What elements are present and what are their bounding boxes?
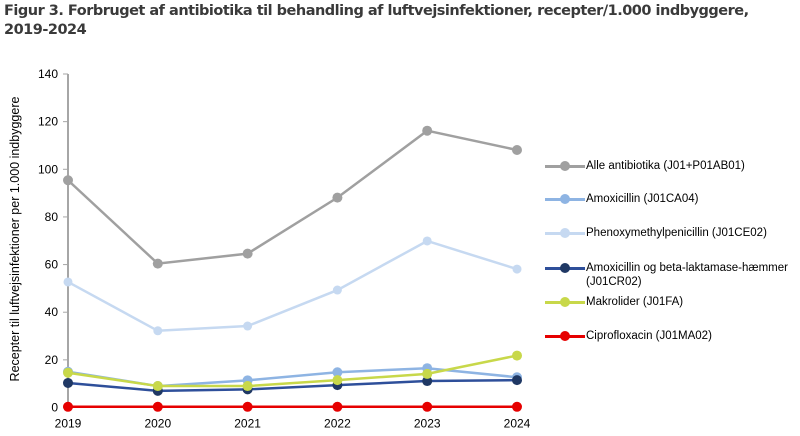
series-line [67, 378, 518, 393]
legend-marker-icon [545, 295, 585, 309]
y-tick-label: 20 [45, 353, 59, 367]
series-lines [63, 125, 522, 412]
data-point-marker [422, 376, 433, 387]
legend-label: Makrolider (J01FA) [586, 296, 684, 308]
x-tick-label: 2024 [504, 417, 531, 431]
data-point-marker [512, 375, 522, 386]
data-point-marker [63, 277, 73, 287]
y-tick-label: 120 [38, 115, 58, 129]
data-point-marker [422, 125, 433, 136]
data-point-marker [152, 381, 163, 392]
y-tick-label: 60 [45, 258, 59, 272]
x-tick-label: 2023 [414, 417, 441, 431]
legend-label: Amoxicillin og beta-laktamase-hæmmer (J0… [586, 262, 788, 288]
data-point-marker [422, 236, 432, 246]
x-tick-label: 2019 [55, 417, 82, 431]
legend-item: Makrolider (J01FA) [545, 295, 795, 309]
series-4 [63, 350, 522, 392]
legend-label: Ciprofloxacin (J01MA02) [586, 330, 712, 342]
legend-marker-icon [545, 329, 585, 343]
legend-label: Phenoxymethylpenicillin (J01CE02) [586, 227, 767, 239]
data-point-marker [332, 375, 343, 386]
data-point-marker [512, 401, 522, 412]
y-tick-label: 80 [45, 210, 59, 224]
x-tick-label: 2021 [234, 417, 261, 431]
data-point-marker [422, 368, 433, 379]
data-point-marker [153, 326, 163, 336]
data-point-marker [332, 401, 343, 412]
series-line [67, 129, 518, 265]
data-point-marker [242, 248, 253, 259]
series-line [67, 239, 518, 333]
data-point-marker [63, 377, 73, 388]
legend-label: Amoxicillin (J01CA04) [586, 193, 699, 205]
legend-marker-icon [545, 159, 585, 173]
legend-item: Amoxicillin (J01CA04) [545, 192, 795, 206]
data-point-marker [512, 144, 522, 155]
x-tick-label: 2020 [144, 417, 171, 431]
y-tick-label: 140 [38, 67, 58, 81]
data-point-marker [332, 367, 343, 378]
x-tick-label: 2022 [324, 417, 351, 431]
data-point-marker [63, 401, 73, 412]
data-point-marker [243, 321, 253, 331]
legend-label: Alle antibiotika (J01+P01AB01) [586, 160, 745, 172]
data-point-marker [152, 258, 163, 269]
y-tick-label: 100 [38, 162, 58, 176]
legend-marker-icon [545, 192, 585, 206]
data-point-marker [512, 350, 522, 361]
data-point-marker [63, 367, 73, 378]
y-tick-label: 0 [51, 401, 58, 415]
data-point-marker [332, 192, 343, 203]
data-point-marker [242, 381, 253, 392]
series-0 [63, 125, 522, 269]
data-point-marker [422, 401, 433, 412]
data-point-marker [512, 264, 522, 274]
data-point-marker [152, 401, 163, 412]
legend-item: Phenoxymethylpenicillin (J01CE02) [545, 226, 795, 240]
series-2 [63, 236, 522, 336]
legend-marker-icon [545, 261, 585, 275]
y-tick-label: 40 [45, 305, 59, 319]
series-5 [63, 401, 522, 412]
series-line [67, 354, 518, 388]
chart-title: Figur 3. Forbruget af antibiotika til be… [4, 3, 749, 38]
series-3 [63, 375, 522, 396]
legend-marker-icon [545, 226, 585, 240]
data-point-marker [242, 401, 253, 412]
legend-item: Amoxicillin og beta-laktamase-hæmmer (J0… [545, 261, 795, 289]
legend-item: Alle antibiotika (J01+P01AB01) [545, 159, 795, 173]
data-point-marker [332, 285, 342, 295]
data-point-marker [63, 175, 73, 186]
legend-item: Ciprofloxacin (J01MA02) [545, 329, 795, 343]
